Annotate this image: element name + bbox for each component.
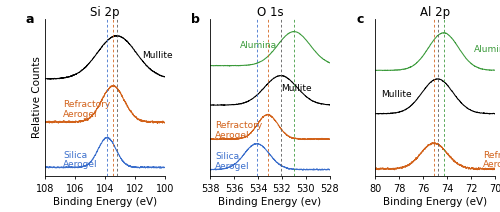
Text: Silica
Aerogel: Silica Aerogel <box>63 151 98 169</box>
Text: Alumina: Alumina <box>474 45 500 54</box>
Text: Alumina: Alumina <box>240 41 277 50</box>
Title: Al 2p: Al 2p <box>420 6 450 19</box>
Text: a: a <box>26 13 34 26</box>
Text: Mullite: Mullite <box>282 84 312 93</box>
X-axis label: Binding Energy (ev): Binding Energy (ev) <box>218 197 322 207</box>
Text: Mullite: Mullite <box>142 51 173 60</box>
Text: Silica
Aerogel: Silica Aerogel <box>215 152 250 171</box>
X-axis label: Binding Energy (eV): Binding Energy (eV) <box>383 197 487 207</box>
X-axis label: Binding Energy (eV): Binding Energy (eV) <box>53 197 157 207</box>
Text: Mullite: Mullite <box>382 90 412 99</box>
Text: Refractory
Aerogel: Refractory Aerogel <box>483 151 500 169</box>
Text: Refractory
Aerogel: Refractory Aerogel <box>215 121 262 140</box>
Text: b: b <box>191 13 200 26</box>
Text: Refractory
Aerogel: Refractory Aerogel <box>63 100 110 119</box>
Text: c: c <box>356 13 364 26</box>
Title: Si 2p: Si 2p <box>90 6 120 19</box>
Title: O 1s: O 1s <box>256 6 283 19</box>
Y-axis label: Relative Counts: Relative Counts <box>32 57 42 138</box>
